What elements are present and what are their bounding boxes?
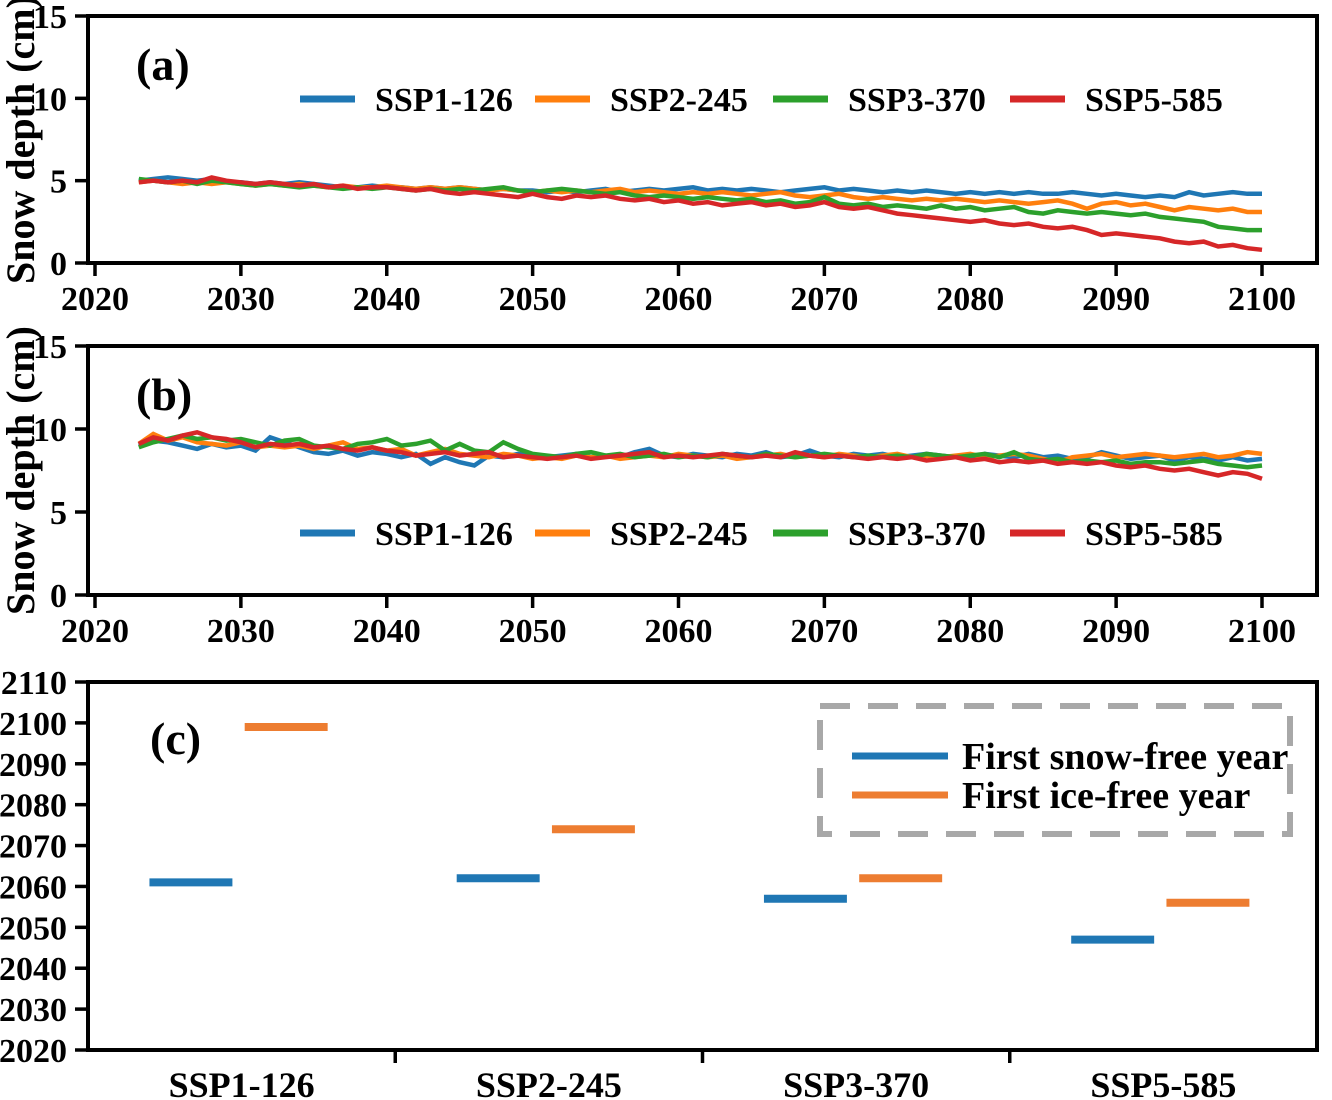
x-tick-label: 2040 bbox=[353, 613, 421, 650]
legend-label-ice-free: First ice-free year bbox=[962, 775, 1250, 817]
y-tick-label: 2070 bbox=[0, 829, 67, 866]
legend-label-ssp5-585: SSP5-585 bbox=[1085, 516, 1223, 553]
x-tick-label: 2100 bbox=[1228, 613, 1296, 650]
legend-label-snow-free: First snow-free year bbox=[962, 736, 1289, 778]
y-tick-label: 2030 bbox=[0, 992, 67, 1029]
category-label-ssp3-370: SSP3-370 bbox=[783, 1065, 929, 1100]
legend-label-ssp1-126: SSP1-126 bbox=[375, 82, 513, 119]
panel-label: (c) bbox=[150, 713, 201, 764]
y-tick-label: 2090 bbox=[0, 747, 67, 784]
legend-label-ssp3-370: SSP3-370 bbox=[848, 82, 986, 119]
y-tick-label: 2080 bbox=[0, 788, 67, 825]
y-tick-label: 5 bbox=[50, 495, 67, 532]
x-tick-label: 2050 bbox=[499, 613, 567, 650]
panel-(a)-frame bbox=[86, 14, 1319, 265]
y-tick-label: 2110 bbox=[1, 665, 67, 702]
legend-label-ssp5-585: SSP5-585 bbox=[1085, 82, 1223, 119]
x-tick-label: 2080 bbox=[936, 281, 1004, 318]
y-tick-label: 5 bbox=[50, 164, 67, 201]
panel-label: (a) bbox=[136, 39, 190, 90]
x-tick-label: 2070 bbox=[790, 281, 858, 318]
x-tick-label: 2020 bbox=[61, 281, 129, 318]
series-line-ssp5-585 bbox=[137, 429, 1263, 481]
x-tick-label: 2090 bbox=[1082, 613, 1150, 650]
panel-(b)-frame bbox=[86, 344, 1319, 597]
y-tick-label: 10 bbox=[33, 81, 67, 118]
x-tick-label: 2080 bbox=[936, 613, 1004, 650]
y-tick-label: 15 bbox=[33, 0, 67, 36]
y-axis-title: Snow depth (cm) bbox=[0, 0, 43, 284]
y-tick-label: 15 bbox=[33, 329, 67, 366]
x-tick-label: 2020 bbox=[61, 613, 129, 650]
y-tick-label: 2100 bbox=[0, 706, 67, 743]
y-tick-label: 0 bbox=[50, 578, 67, 615]
category-label-ssp5-585: SSP5-585 bbox=[1090, 1065, 1236, 1100]
category-label-ssp1-126: SSP1-126 bbox=[169, 1065, 315, 1100]
series-line-ssp5-585 bbox=[138, 175, 1263, 253]
x-tick-label: 2040 bbox=[353, 281, 421, 318]
x-tick-label: 2060 bbox=[645, 613, 713, 650]
panel-label: (b) bbox=[136, 369, 192, 420]
y-tick-label: 0 bbox=[50, 246, 67, 283]
category-label-ssp2-245: SSP2-245 bbox=[476, 1065, 622, 1100]
x-tick-label: 2030 bbox=[207, 281, 275, 318]
y-tick-label: 2050 bbox=[0, 910, 67, 947]
y-tick-label: 10 bbox=[33, 412, 67, 449]
legend-label-ssp2-245: SSP2-245 bbox=[610, 516, 748, 553]
legend-label-ssp1-126: SSP1-126 bbox=[375, 516, 513, 553]
x-tick-label: 2070 bbox=[790, 613, 858, 650]
x-tick-label: 2050 bbox=[499, 281, 567, 318]
legend-label-ssp2-245: SSP2-245 bbox=[610, 82, 748, 119]
y-axis-title: Snow depth (cm) bbox=[0, 326, 43, 615]
legend-label-ssp3-370: SSP3-370 bbox=[848, 516, 986, 553]
x-tick-label: 2090 bbox=[1082, 281, 1150, 318]
y-tick-label: 2060 bbox=[0, 869, 67, 906]
legend-box bbox=[817, 703, 1293, 837]
y-tick-label: 2040 bbox=[0, 951, 67, 988]
y-tick-label: 2020 bbox=[0, 1033, 67, 1070]
x-tick-label: 2060 bbox=[645, 281, 713, 318]
x-tick-label: 2100 bbox=[1228, 281, 1296, 318]
x-tick-label: 2030 bbox=[207, 613, 275, 650]
